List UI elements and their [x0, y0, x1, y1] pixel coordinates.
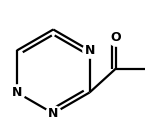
Text: N: N — [12, 86, 22, 99]
Text: N: N — [84, 44, 95, 57]
Text: O: O — [111, 31, 121, 44]
Text: N: N — [48, 107, 58, 120]
